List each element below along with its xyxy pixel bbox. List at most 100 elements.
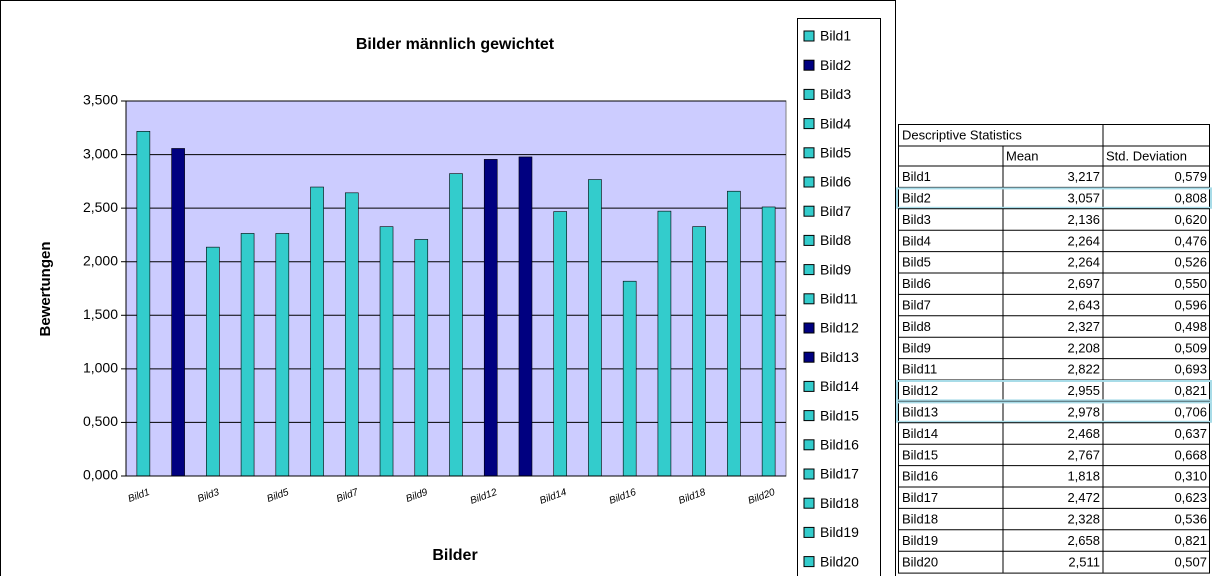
legend-label: Bild7 (820, 203, 851, 219)
legend-label: Bild13 (820, 349, 859, 365)
legend-swatch (803, 59, 815, 71)
table-cell: Bild7 (902, 298, 931, 313)
legend-swatch (803, 176, 815, 188)
legend-swatch (803, 293, 815, 305)
table-cell: 0,476 (1174, 233, 1207, 248)
table-cell: Bild2 (902, 191, 931, 206)
table-cell: Bild8 (902, 319, 931, 334)
table-cell: 1,818 (1067, 469, 1100, 484)
x-axis-label: Bilder (432, 547, 477, 564)
table-cell: 0,310 (1174, 469, 1207, 484)
y-tick-label: 3,500 (83, 92, 118, 108)
bar (206, 246, 220, 477)
table-cell: 2,697 (1067, 276, 1100, 291)
legend-label: Bild19 (820, 524, 859, 540)
table-cell: Bild20 (902, 554, 938, 569)
table-cell: 0,706 (1174, 405, 1207, 420)
bar (518, 156, 533, 477)
bar (588, 179, 602, 477)
bar (657, 210, 672, 477)
row-highlight (896, 187, 1212, 209)
legend-swatch (803, 497, 815, 509)
table-cell: 0,693 (1174, 362, 1207, 377)
table-cell: 0,550 (1174, 276, 1207, 291)
legend-swatch (803, 234, 815, 246)
legend-swatch (803, 439, 815, 451)
table-cell: Bild4 (902, 233, 931, 248)
chart-title: Bilder männlich gewichtet (356, 36, 555, 53)
table-title: Descriptive Statistics (902, 127, 1022, 142)
legend-label: Bild12 (820, 320, 859, 336)
bar (344, 192, 359, 477)
table-cell: Bild19 (902, 533, 938, 548)
table-cell: Bild5 (902, 255, 931, 270)
legend-swatch (803, 30, 815, 42)
table-cell: Bild6 (902, 276, 931, 291)
table-cell: Bild12 (902, 383, 938, 398)
legend-label: Bild4 (820, 115, 851, 131)
legend-swatch (803, 380, 815, 392)
table-cell: 0,536 (1174, 512, 1207, 527)
bar (622, 280, 637, 477)
bar (275, 233, 290, 477)
bar (727, 190, 741, 477)
legend-swatch (803, 351, 815, 363)
table-cell: 0,808 (1174, 191, 1207, 206)
legend-swatch (803, 147, 815, 159)
legend-swatch (803, 264, 815, 276)
table-cell: Bild18 (902, 512, 938, 527)
legend-swatch (803, 526, 815, 538)
y-tick-label: 0,000 (83, 467, 118, 483)
table-header: Mean (1006, 148, 1039, 163)
bar (310, 186, 324, 477)
table-cell: 0,623 (1174, 490, 1207, 505)
table-cell: Bild1 (902, 169, 931, 184)
legend-label: Bild15 (820, 407, 859, 423)
legend-label: Bild3 (820, 86, 851, 102)
table-cell: 2,328 (1067, 512, 1100, 527)
table-cell: 2,468 (1067, 426, 1100, 441)
table-cell: 3,217 (1067, 169, 1100, 184)
table-cell: 2,511 (1068, 554, 1100, 569)
table-cell: 2,658 (1067, 533, 1100, 548)
y-tick-label: 3,000 (83, 145, 118, 161)
bar (692, 226, 706, 477)
legend-label: Bild8 (820, 232, 851, 248)
bar (449, 173, 463, 477)
bar (483, 159, 498, 477)
legend-label: Bild2 (820, 57, 851, 73)
table-cell: 0,526 (1174, 255, 1207, 270)
legend-swatch (803, 118, 815, 130)
table-cell: Bild14 (902, 426, 938, 441)
table-cell: 0,596 (1174, 298, 1207, 313)
bar (761, 206, 776, 477)
table-cell: 3,057 (1067, 191, 1100, 206)
table-cell: 0,668 (1174, 447, 1207, 462)
table-frame (898, 124, 1210, 574)
table-cell: 0,821 (1174, 533, 1207, 548)
bar (136, 131, 151, 477)
table-cell: 2,208 (1067, 340, 1100, 355)
table-cell: Bild13 (902, 405, 938, 420)
legend-label: Bild11 (820, 291, 858, 307)
table-cell: 2,264 (1067, 255, 1100, 270)
legend-swatch (803, 410, 815, 422)
table-cell: 2,955 (1067, 383, 1100, 398)
table-cell: Bild17 (902, 490, 938, 505)
legend-label: Bild16 (820, 437, 859, 453)
table-cell: 2,643 (1067, 298, 1100, 313)
legend-label: Bild5 (820, 145, 851, 161)
legend-label: Bild6 (820, 174, 851, 190)
table-cell: 2,978 (1067, 405, 1100, 420)
legend-label: Bild18 (820, 495, 859, 511)
table-cell: 0,498 (1174, 319, 1207, 334)
legend-label: Bild1 (820, 28, 851, 44)
y-tick-label: 1,500 (83, 306, 118, 322)
y-tick-label: 2,000 (83, 252, 118, 268)
legend-swatch (803, 322, 815, 334)
bar (171, 148, 185, 477)
table-cell: 0,637 (1174, 426, 1207, 441)
bar (414, 239, 429, 477)
table-cell: 2,264 (1067, 233, 1100, 248)
